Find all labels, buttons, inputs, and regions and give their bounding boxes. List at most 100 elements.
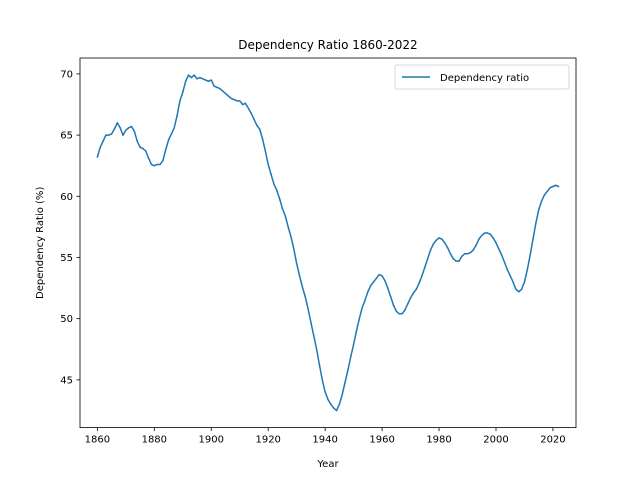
data-point (412, 292, 415, 294)
data-point (179, 100, 181, 102)
data-point (495, 242, 497, 244)
data-point (99, 146, 101, 149)
data-point (378, 273, 380, 276)
data-point (238, 100, 241, 102)
data-point (515, 288, 517, 291)
data-point (113, 128, 116, 130)
data-point (523, 281, 526, 283)
data-point (108, 134, 110, 136)
data-point (224, 92, 227, 95)
data-point (258, 128, 261, 130)
data-point (247, 107, 250, 109)
data-point (190, 76, 193, 79)
data-point (139, 146, 141, 149)
data-point (452, 257, 455, 260)
data-point (315, 348, 318, 351)
data-point (130, 125, 133, 128)
data-point (486, 232, 489, 234)
data-point (244, 102, 247, 105)
data-point (119, 127, 121, 129)
data-point (549, 186, 551, 189)
data-point (184, 80, 187, 82)
data-point (187, 74, 190, 76)
data-point (529, 254, 531, 256)
data-point (466, 253, 469, 255)
data-point (543, 194, 546, 196)
data-point (295, 262, 298, 265)
data-point (156, 163, 158, 166)
data-point (398, 313, 400, 315)
data-point (153, 164, 156, 167)
data-point (532, 238, 534, 240)
data-point (221, 90, 224, 92)
data-point (110, 133, 113, 135)
data-point (310, 321, 312, 324)
data-point (256, 124, 258, 127)
data-point (540, 200, 543, 202)
data-point (461, 255, 463, 258)
data-point (182, 91, 184, 94)
data-point (287, 226, 289, 228)
data-point (281, 207, 284, 210)
data-point (176, 114, 178, 117)
data-point (406, 303, 409, 305)
data-point (204, 79, 207, 81)
data-point (327, 398, 329, 401)
data-point (321, 379, 324, 381)
data-point (278, 197, 281, 200)
x-tick-label: 2020 (540, 435, 565, 446)
data-point (147, 157, 150, 160)
data-point (409, 297, 412, 299)
data-point (435, 239, 437, 242)
x-tick-label: 1960 (369, 435, 394, 446)
data-point (438, 237, 440, 239)
data-point (293, 248, 295, 250)
data-point (364, 299, 366, 302)
legend: Dependency ratio (394, 64, 570, 90)
data-point (227, 95, 230, 97)
data-point (127, 127, 130, 129)
data-point (418, 282, 420, 284)
data-point (330, 403, 332, 406)
data-point (164, 149, 167, 151)
data-point (341, 393, 343, 396)
data-point (199, 76, 201, 79)
data-point (324, 391, 326, 393)
data-point (116, 122, 119, 124)
data-point (173, 127, 175, 129)
data-point (506, 268, 509, 271)
data-point (483, 232, 486, 234)
data-point (455, 260, 457, 262)
data-point (284, 215, 287, 217)
data-point (429, 249, 432, 251)
x-tick-label: 1980 (426, 435, 451, 446)
data-point (358, 317, 361, 320)
data-point (424, 266, 426, 269)
data-point (264, 150, 267, 152)
data-point (142, 147, 144, 150)
data-point (267, 163, 269, 166)
data-point (535, 222, 537, 224)
x-tick-label: 2000 (483, 435, 508, 446)
data-point (404, 309, 406, 311)
data-point (233, 98, 235, 101)
data-point (478, 238, 480, 240)
data-point (261, 138, 264, 140)
data-point (520, 288, 523, 291)
data-point (355, 330, 358, 332)
data-point (304, 295, 306, 298)
data-point (159, 163, 161, 166)
data-point (344, 381, 346, 384)
data-point (481, 234, 483, 237)
data-point (432, 243, 435, 245)
plot-frame (79, 57, 577, 429)
data-point (443, 242, 446, 244)
data-point (401, 313, 403, 315)
data-point (335, 409, 338, 412)
data-point (307, 308, 309, 310)
legend-label: Dependency ratio (440, 73, 529, 84)
legend-box (394, 64, 570, 90)
data-point (216, 86, 218, 89)
data-point (503, 261, 506, 264)
data-point (389, 295, 392, 298)
